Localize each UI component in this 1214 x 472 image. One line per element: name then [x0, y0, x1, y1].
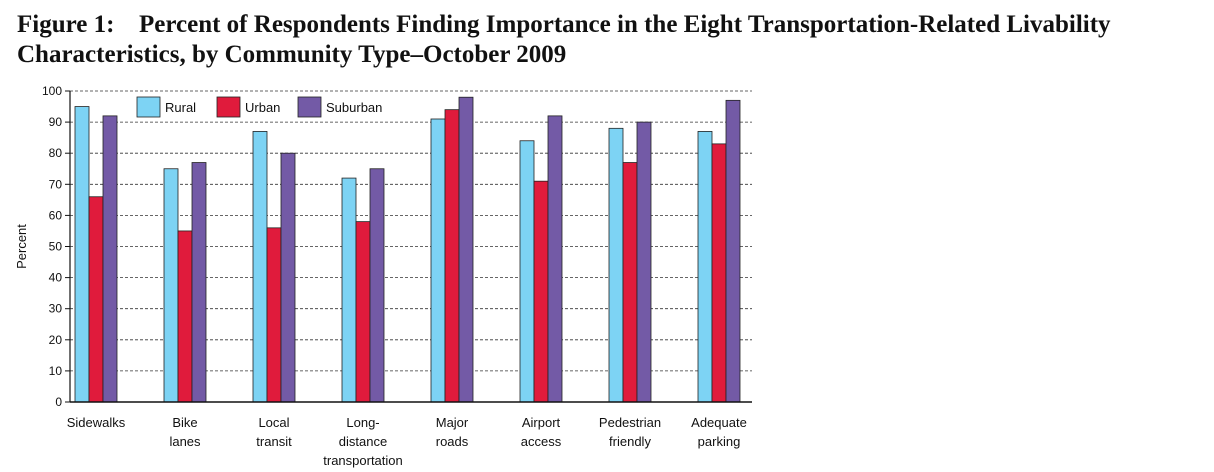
y-tick-label: 100	[42, 84, 62, 98]
y-tick-label: 60	[49, 208, 63, 222]
y-tick-label: 40	[49, 271, 63, 285]
bar-suburban	[280, 152, 296, 403]
x-tick-label: Long-distance transportation	[323, 415, 403, 468]
bar-rural	[163, 168, 179, 403]
bar-rural	[74, 106, 90, 403]
legend-label-rural: Rural	[165, 100, 196, 115]
legend-label-urban: Urban	[245, 100, 280, 115]
legend-swatch-suburban	[297, 96, 322, 118]
bar-rural	[519, 140, 535, 403]
bar-suburban	[636, 121, 652, 403]
bar-urban	[177, 230, 193, 403]
bar-rural	[430, 118, 446, 403]
bar-suburban	[547, 115, 563, 403]
x-tick-label: Local transit	[256, 415, 292, 449]
x-tick-label: Bike lanes	[169, 415, 201, 449]
bar-urban	[88, 196, 104, 403]
bar-suburban	[102, 115, 118, 403]
bar-suburban	[369, 168, 385, 403]
bar-urban	[444, 109, 460, 403]
bar-rural	[252, 131, 268, 403]
y-tick-label: 80	[49, 146, 63, 160]
bar-urban	[355, 221, 371, 403]
bar-rural	[341, 177, 357, 403]
bar-suburban	[725, 99, 741, 403]
y-tick-label: 30	[49, 302, 63, 316]
legend-label-suburban: Suburban	[326, 100, 382, 115]
legend-swatch-rural	[136, 96, 161, 118]
bar-urban	[533, 180, 549, 403]
x-tick-label: Sidewalks	[67, 415, 126, 430]
y-axis-title: Percent	[14, 224, 29, 269]
bar-urban	[711, 143, 727, 403]
y-tick-label: 50	[49, 240, 63, 254]
x-tick-label: Major roads	[436, 415, 469, 449]
y-tick-label: 10	[49, 364, 63, 378]
bar-rural	[608, 127, 624, 403]
figure-number: Figure 1:	[17, 11, 115, 38]
y-tick-label: 70	[49, 177, 63, 191]
bar-urban	[622, 162, 638, 403]
x-tick-label: Airport access	[521, 415, 562, 449]
figure-title-line1: Percent of Respondents Finding Importanc…	[139, 11, 1111, 38]
legend-swatch-urban	[216, 96, 241, 118]
figure-title: Figure 1: Percent of Respondents Finding …	[17, 10, 1111, 70]
y-tick-label: 0	[55, 395, 62, 409]
bar-suburban	[458, 96, 474, 403]
figure-title-line2: Characteristics, by Community Type–Octob…	[17, 41, 567, 68]
bar-suburban	[191, 162, 207, 403]
x-tick-label: Pedestrian friendly	[599, 415, 661, 449]
x-tick-label: Adequate parking	[691, 415, 747, 449]
bar-urban	[266, 227, 282, 403]
y-tick-label: 90	[49, 115, 63, 129]
bar-rural	[697, 131, 713, 403]
y-tick-label: 20	[49, 333, 63, 347]
